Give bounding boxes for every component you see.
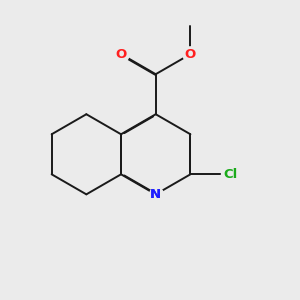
Text: N: N [150,188,161,201]
Text: Cl: Cl [223,168,238,181]
Text: O: O [116,48,127,61]
Text: N: N [150,188,161,201]
Text: O: O [185,48,196,61]
